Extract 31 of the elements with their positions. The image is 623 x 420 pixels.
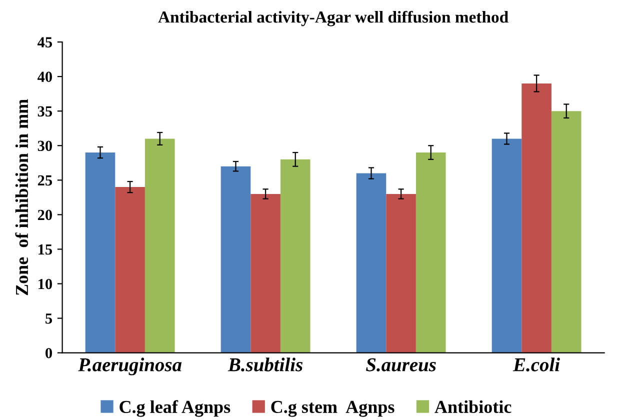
bar bbox=[386, 194, 416, 353]
y-tick-label: 30 bbox=[38, 140, 52, 152]
chart-title: Antibacterial activity-Agar well diffusion method bbox=[158, 10, 508, 26]
legend-label: C.g leaf Agnps bbox=[120, 400, 230, 417]
y-tick-label: 15 bbox=[38, 244, 52, 255]
y-tick-label: 5 bbox=[46, 314, 52, 324]
y-tick-label: 40 bbox=[38, 72, 52, 82]
bar bbox=[144, 138, 175, 353]
y-tick-label: 10 bbox=[38, 278, 52, 290]
bar bbox=[356, 173, 386, 353]
legend-label: C.g stem Agnps bbox=[271, 400, 394, 417]
bar bbox=[492, 138, 522, 353]
x-tick-label: B.subtilis bbox=[228, 358, 303, 372]
y-tick-label: 0 bbox=[46, 348, 52, 358]
bar bbox=[115, 187, 145, 353]
y-axis-title: Zone of inhibition in mm bbox=[15, 99, 28, 296]
bar bbox=[551, 111, 582, 353]
legend-label: Antibiotic bbox=[434, 400, 512, 414]
y-tick-label: 20 bbox=[38, 210, 52, 220]
bar bbox=[522, 83, 552, 353]
bar bbox=[416, 152, 446, 353]
bar bbox=[280, 159, 310, 353]
bar bbox=[85, 152, 116, 353]
bar bbox=[220, 166, 251, 353]
y-tick-label: 45 bbox=[38, 37, 52, 48]
bar bbox=[250, 194, 280, 353]
y-tick-label: 35 bbox=[38, 106, 52, 117]
x-tick-label: E.coli bbox=[512, 358, 560, 372]
y-tick-label: 25 bbox=[38, 175, 52, 186]
x-tick-label: P.aeruginosa bbox=[78, 358, 182, 376]
x-tick-label: S.aureus bbox=[366, 358, 436, 372]
